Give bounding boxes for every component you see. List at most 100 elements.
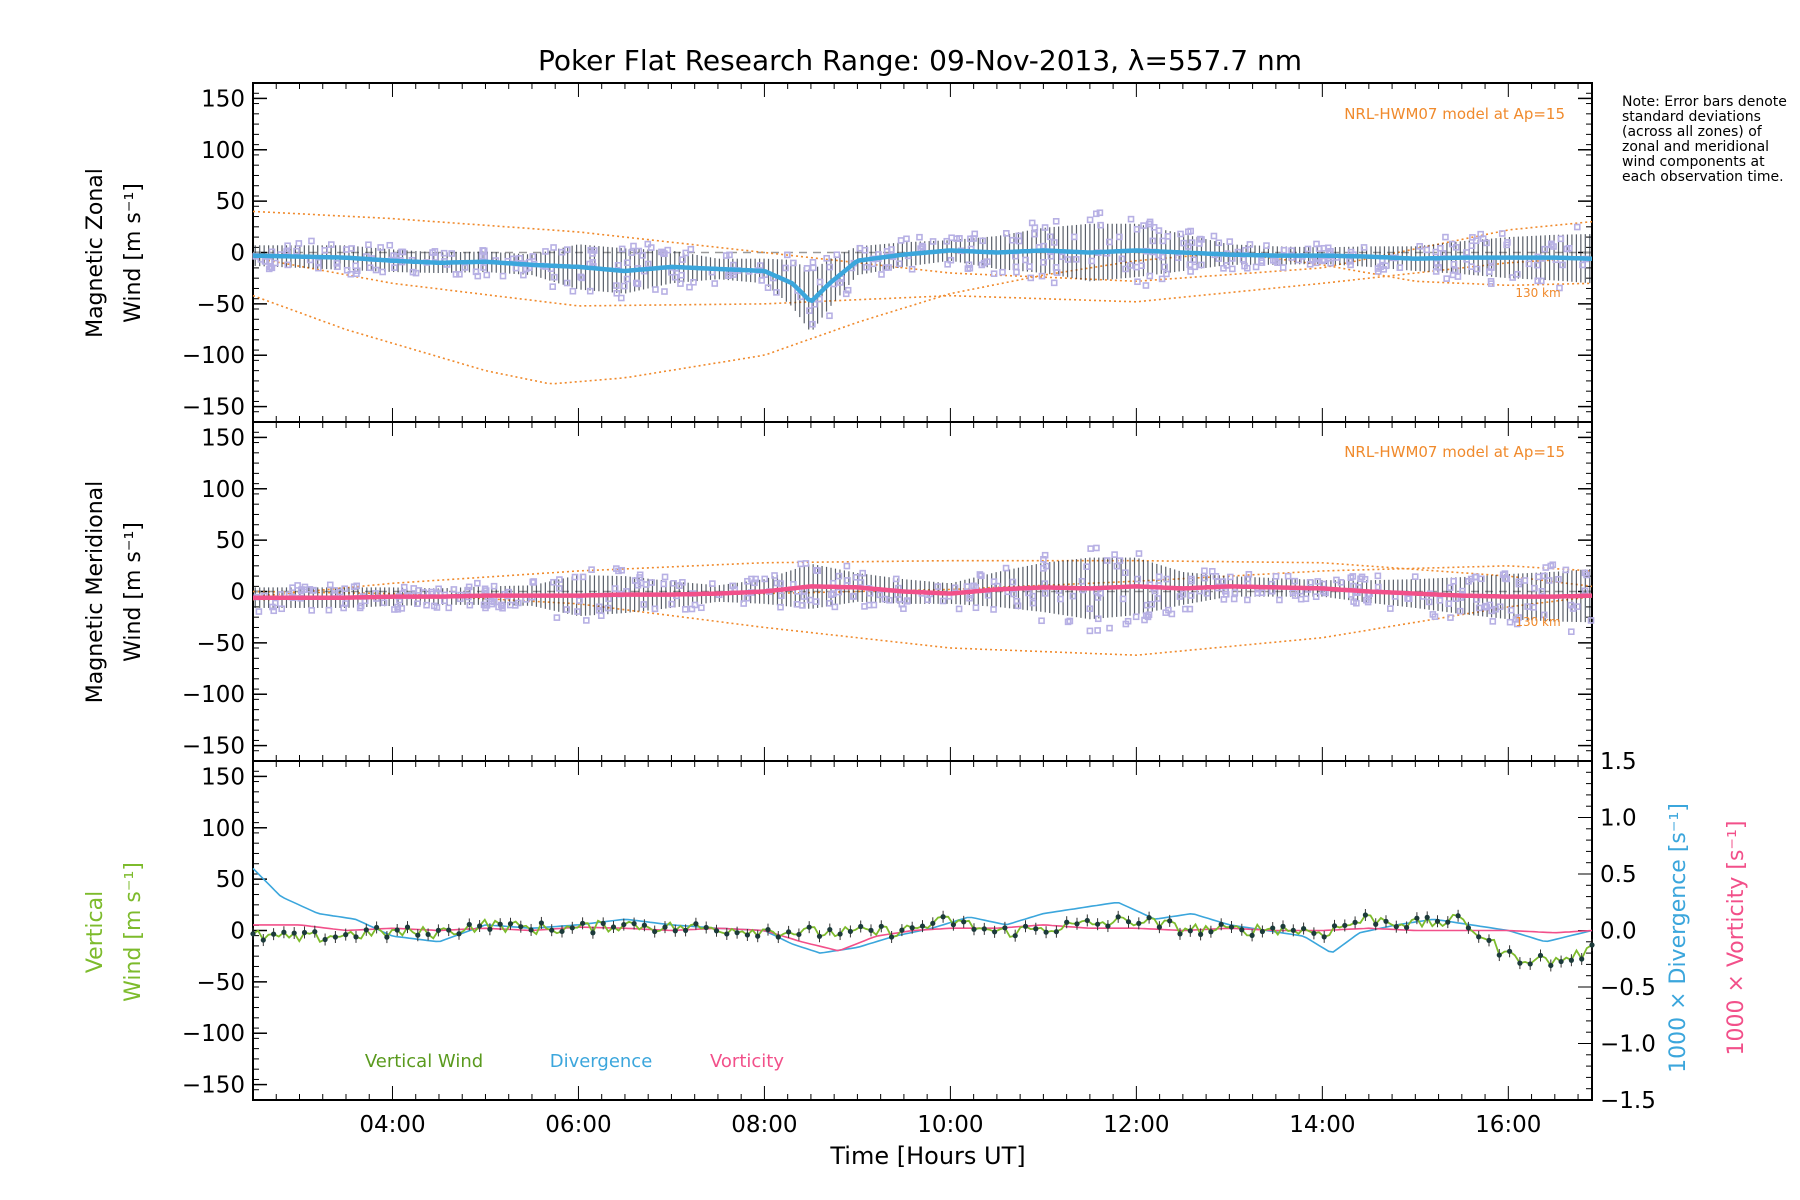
zone-sample <box>1439 250 1447 257</box>
zone-sample <box>583 617 590 624</box>
y-tick-label: 0 <box>230 580 245 606</box>
zone-sample <box>1405 595 1413 602</box>
zone-sample <box>929 238 937 245</box>
zone-sample <box>1387 605 1394 612</box>
zone-sample <box>1503 575 1510 583</box>
zone-sample <box>1148 600 1156 608</box>
vertical-wind-point <box>487 926 493 932</box>
zone-sample <box>266 257 273 265</box>
vertical-wind-point <box>961 919 967 925</box>
zone-sample <box>1244 264 1251 272</box>
vertical-wind-point <box>672 928 678 934</box>
vertical-wind-point <box>301 929 308 936</box>
y2-tick-label: 1.5 <box>1600 749 1637 775</box>
zone-sample <box>1078 577 1086 585</box>
zone-sample <box>1363 596 1370 604</box>
zone-sample <box>1531 584 1538 592</box>
zone-sample <box>806 596 814 604</box>
zone-sample <box>420 589 428 596</box>
zone-sample <box>1347 261 1354 269</box>
zone-sample <box>784 251 791 259</box>
zone-sample <box>1118 255 1126 263</box>
zone-sample <box>430 602 438 610</box>
zone-sample <box>1058 253 1066 261</box>
zone-sample <box>1116 233 1123 241</box>
zone-sample <box>1163 575 1171 583</box>
zone-sample <box>515 599 522 607</box>
zone-sample <box>668 600 675 608</box>
zone-sample <box>639 252 646 259</box>
zone-sample <box>983 258 991 265</box>
zone-sample <box>908 265 916 273</box>
zone-sample <box>1499 571 1507 579</box>
zone-sample <box>398 248 405 256</box>
zone-sample <box>578 274 586 282</box>
vertical-wind-point <box>1414 915 1420 921</box>
zone-sample <box>1483 604 1491 611</box>
y2-tick-label: −0.5 <box>1600 975 1656 1001</box>
zone-sample <box>1177 230 1184 238</box>
zone-sample <box>660 580 668 588</box>
zonal-ylabel-line1: Magnetic Zonal <box>83 168 108 338</box>
vertical-wind-point <box>827 926 833 933</box>
zone-sample <box>569 287 577 295</box>
zone-sample <box>1515 578 1523 586</box>
zone-sample <box>1559 261 1566 269</box>
zone-sample <box>1041 551 1049 559</box>
zone-sample <box>1272 573 1280 580</box>
zone-sample <box>1297 595 1305 603</box>
vertical-wind-point <box>1177 931 1183 937</box>
zone-sample <box>1258 589 1266 597</box>
zone-sample <box>1022 256 1029 264</box>
chart-title: Poker Flat Research Range: 09-Nov-2013, … <box>538 44 1302 77</box>
zone-sample <box>1416 243 1423 250</box>
vertical-wind-point <box>1393 924 1399 930</box>
zone-sample <box>558 248 566 256</box>
zone-sample <box>308 237 315 245</box>
zone-sample <box>1196 240 1203 247</box>
zone-sample <box>1015 237 1023 245</box>
zone-sample <box>944 261 951 268</box>
zone-sample <box>1126 262 1134 269</box>
vertical-wind-point <box>1074 921 1080 927</box>
zone-sample <box>943 237 951 245</box>
zone-sample <box>1485 268 1493 275</box>
zone-sample <box>1038 272 1046 280</box>
zone-sample <box>651 605 659 613</box>
zone-sample <box>1425 598 1433 606</box>
zone-sample <box>1581 587 1589 595</box>
zone-sample <box>1347 591 1355 598</box>
vertical-wind-point <box>1496 952 1502 958</box>
zone-sample <box>644 260 652 268</box>
zone-sample <box>756 262 764 269</box>
zone-sample <box>1159 253 1166 261</box>
vertical-wind-point <box>652 928 658 935</box>
zone-sample <box>814 567 821 575</box>
zone-sample <box>497 601 505 609</box>
meridional-ylabel-line2: Wind [m s⁻¹] <box>121 522 146 662</box>
y-tick-label: 50 <box>216 528 245 554</box>
zone-sample <box>963 583 971 590</box>
zone-sample <box>799 602 806 609</box>
y2-tick-label: −1.0 <box>1600 1032 1656 1058</box>
zone-sample <box>1093 544 1100 552</box>
vertical-wind-point <box>1486 937 1492 943</box>
vertical-wind-point <box>1373 921 1379 927</box>
y-tick-label: 100 <box>201 138 245 164</box>
zone-sample <box>1105 238 1113 246</box>
zone-sample <box>1052 264 1060 271</box>
zone-sample <box>826 600 834 607</box>
y-tick-label: 50 <box>216 867 245 893</box>
vertical-wind-point <box>1136 920 1142 926</box>
vertical-wind-point <box>909 925 915 931</box>
zone-sample <box>1450 577 1457 585</box>
vertical-wind-point <box>713 928 720 934</box>
vertical-wind-point <box>786 929 792 935</box>
zone-sample <box>1498 230 1506 237</box>
vertical-wind-point <box>312 929 318 935</box>
zone-sample <box>1127 215 1135 223</box>
zone-sample <box>530 579 537 586</box>
zone-sample <box>391 264 398 271</box>
zone-sample <box>1489 618 1497 625</box>
vertical-wind-point <box>1476 934 1482 940</box>
